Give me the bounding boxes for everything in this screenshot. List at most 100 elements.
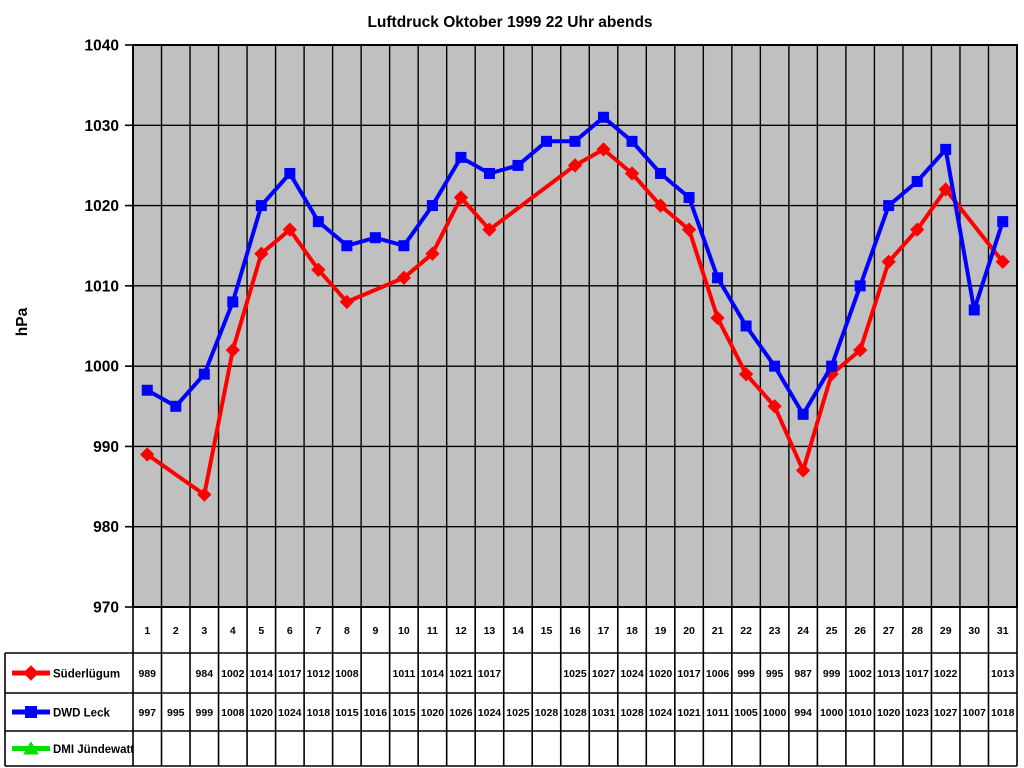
data-point-marker bbox=[995, 254, 1010, 269]
day-label: 20 bbox=[683, 625, 695, 637]
value-cell: 995 bbox=[167, 707, 185, 719]
value-cell: 999 bbox=[823, 668, 841, 680]
value-cell: 1002 bbox=[848, 668, 872, 680]
data-point-marker bbox=[396, 270, 412, 285]
value-cell: 1010 bbox=[848, 707, 872, 719]
data-point-marker bbox=[596, 142, 611, 157]
day-label: 11 bbox=[427, 625, 438, 637]
data-point-marker bbox=[797, 408, 809, 420]
day-label: 2 bbox=[173, 625, 179, 637]
day-label: 14 bbox=[512, 625, 524, 637]
data-point-marker bbox=[483, 167, 495, 179]
value-cell: 1025 bbox=[563, 668, 587, 680]
value-cell: 1020 bbox=[877, 707, 901, 719]
data-point-marker bbox=[567, 158, 583, 173]
data-point-marker bbox=[455, 151, 467, 163]
data-point-marker bbox=[312, 216, 324, 228]
y-axis-tick-label: 1030 bbox=[85, 118, 119, 135]
data-point-marker bbox=[398, 240, 410, 252]
value-cell: 1017 bbox=[906, 668, 930, 680]
value-cell: 994 bbox=[794, 707, 812, 719]
y-axis-tick-label: 980 bbox=[93, 519, 119, 536]
legend-triangle-marker-icon bbox=[23, 741, 39, 755]
data-point-marker bbox=[883, 200, 895, 212]
y-axis-tick-label: 970 bbox=[93, 600, 119, 617]
value-cell: 1024 bbox=[620, 668, 644, 680]
legend-row-series-1: Süderlügum 989 984 1002 1014 1017 1012 1008 1011… bbox=[12, 665, 1015, 681]
data-point-marker bbox=[683, 192, 695, 204]
data-point-marker bbox=[624, 166, 640, 181]
data-point-marker bbox=[311, 262, 326, 277]
value-cell: 999 bbox=[196, 707, 214, 719]
value-cell: 1008 bbox=[221, 707, 245, 719]
data-point-marker bbox=[254, 246, 269, 261]
chart-title: Luftdruck Oktober 1999 22 Uhr abends bbox=[367, 14, 652, 31]
data-point-marker bbox=[369, 232, 381, 244]
legend-row-series-2: DWD Leck 997 995 999 1008 1020 1024 1018 1015 101… bbox=[12, 706, 1015, 720]
day-label: 8 bbox=[344, 625, 350, 637]
day-label: 31 bbox=[997, 625, 1009, 637]
plot-area bbox=[133, 45, 1017, 607]
data-point-marker bbox=[795, 463, 811, 478]
day-label: 30 bbox=[968, 625, 980, 637]
y-axis-tick-label: 1040 bbox=[85, 38, 119, 55]
value-cell: 1031 bbox=[592, 707, 616, 719]
value-cell: 1024 bbox=[478, 707, 502, 719]
value-cell: 1018 bbox=[991, 707, 1015, 719]
y-axis-tick-label: 1000 bbox=[85, 359, 119, 376]
data-point-marker bbox=[482, 222, 497, 237]
data-point-marker bbox=[282, 222, 297, 237]
data-point-marker bbox=[881, 254, 896, 269]
data-point-marker bbox=[227, 296, 239, 308]
value-cell: 1014 bbox=[421, 668, 445, 680]
data-point-marker bbox=[569, 135, 581, 147]
value-cell: 1028 bbox=[563, 707, 587, 719]
data-point-marker bbox=[826, 360, 838, 372]
day-label: 9 bbox=[372, 625, 378, 637]
day-label: 4 bbox=[230, 625, 236, 637]
data-point-marker bbox=[681, 222, 697, 237]
y-axis-title: hPa bbox=[14, 307, 31, 336]
value-cell: 989 bbox=[138, 668, 156, 680]
value-cell: 1007 bbox=[963, 707, 987, 719]
data-point-marker bbox=[141, 384, 153, 396]
data-point-marker bbox=[997, 216, 1009, 228]
day-label: 19 bbox=[655, 625, 667, 637]
data-point-marker bbox=[255, 200, 267, 212]
value-cell: 1028 bbox=[535, 707, 559, 719]
value-cell: 1026 bbox=[449, 707, 473, 719]
value-cell: 1002 bbox=[221, 668, 245, 680]
legend-label: DWD Leck bbox=[53, 708, 110, 720]
value-cell: 1014 bbox=[250, 668, 274, 680]
day-label: 26 bbox=[854, 625, 866, 637]
data-point-marker bbox=[940, 143, 952, 155]
value-cell: 1008 bbox=[335, 668, 359, 680]
data-point-marker bbox=[712, 272, 724, 284]
value-cell: 984 bbox=[196, 668, 214, 680]
value-cell: 1005 bbox=[734, 707, 758, 719]
legend-square-marker-icon bbox=[25, 706, 37, 718]
value-cell: 1021 bbox=[449, 668, 473, 680]
y-axis-labels: 1040 1030 1020 1010 1000 990 980 970 bbox=[85, 38, 133, 617]
value-cell: 1025 bbox=[506, 707, 530, 719]
legend-label: Süderlügum bbox=[53, 669, 120, 681]
value-cell: 1022 bbox=[934, 668, 958, 680]
value-cell: 1023 bbox=[906, 707, 930, 719]
value-cell: 1020 bbox=[649, 668, 673, 680]
day-label: 12 bbox=[455, 625, 467, 637]
value-cell: 1024 bbox=[278, 707, 302, 719]
data-point-marker bbox=[655, 167, 667, 179]
series-2 bbox=[141, 111, 1009, 420]
value-cell: 987 bbox=[794, 668, 812, 680]
day-label: 3 bbox=[201, 625, 207, 637]
data-point-marker bbox=[769, 360, 781, 372]
day-label: 15 bbox=[541, 625, 553, 637]
value-cell: 1017 bbox=[478, 668, 502, 680]
data-point-marker bbox=[710, 310, 725, 326]
day-label: 7 bbox=[315, 625, 321, 637]
value-cell: 1013 bbox=[991, 668, 1015, 680]
value-cell: 999 bbox=[737, 668, 755, 680]
data-point-marker bbox=[911, 175, 923, 187]
data-point-marker bbox=[767, 399, 782, 414]
